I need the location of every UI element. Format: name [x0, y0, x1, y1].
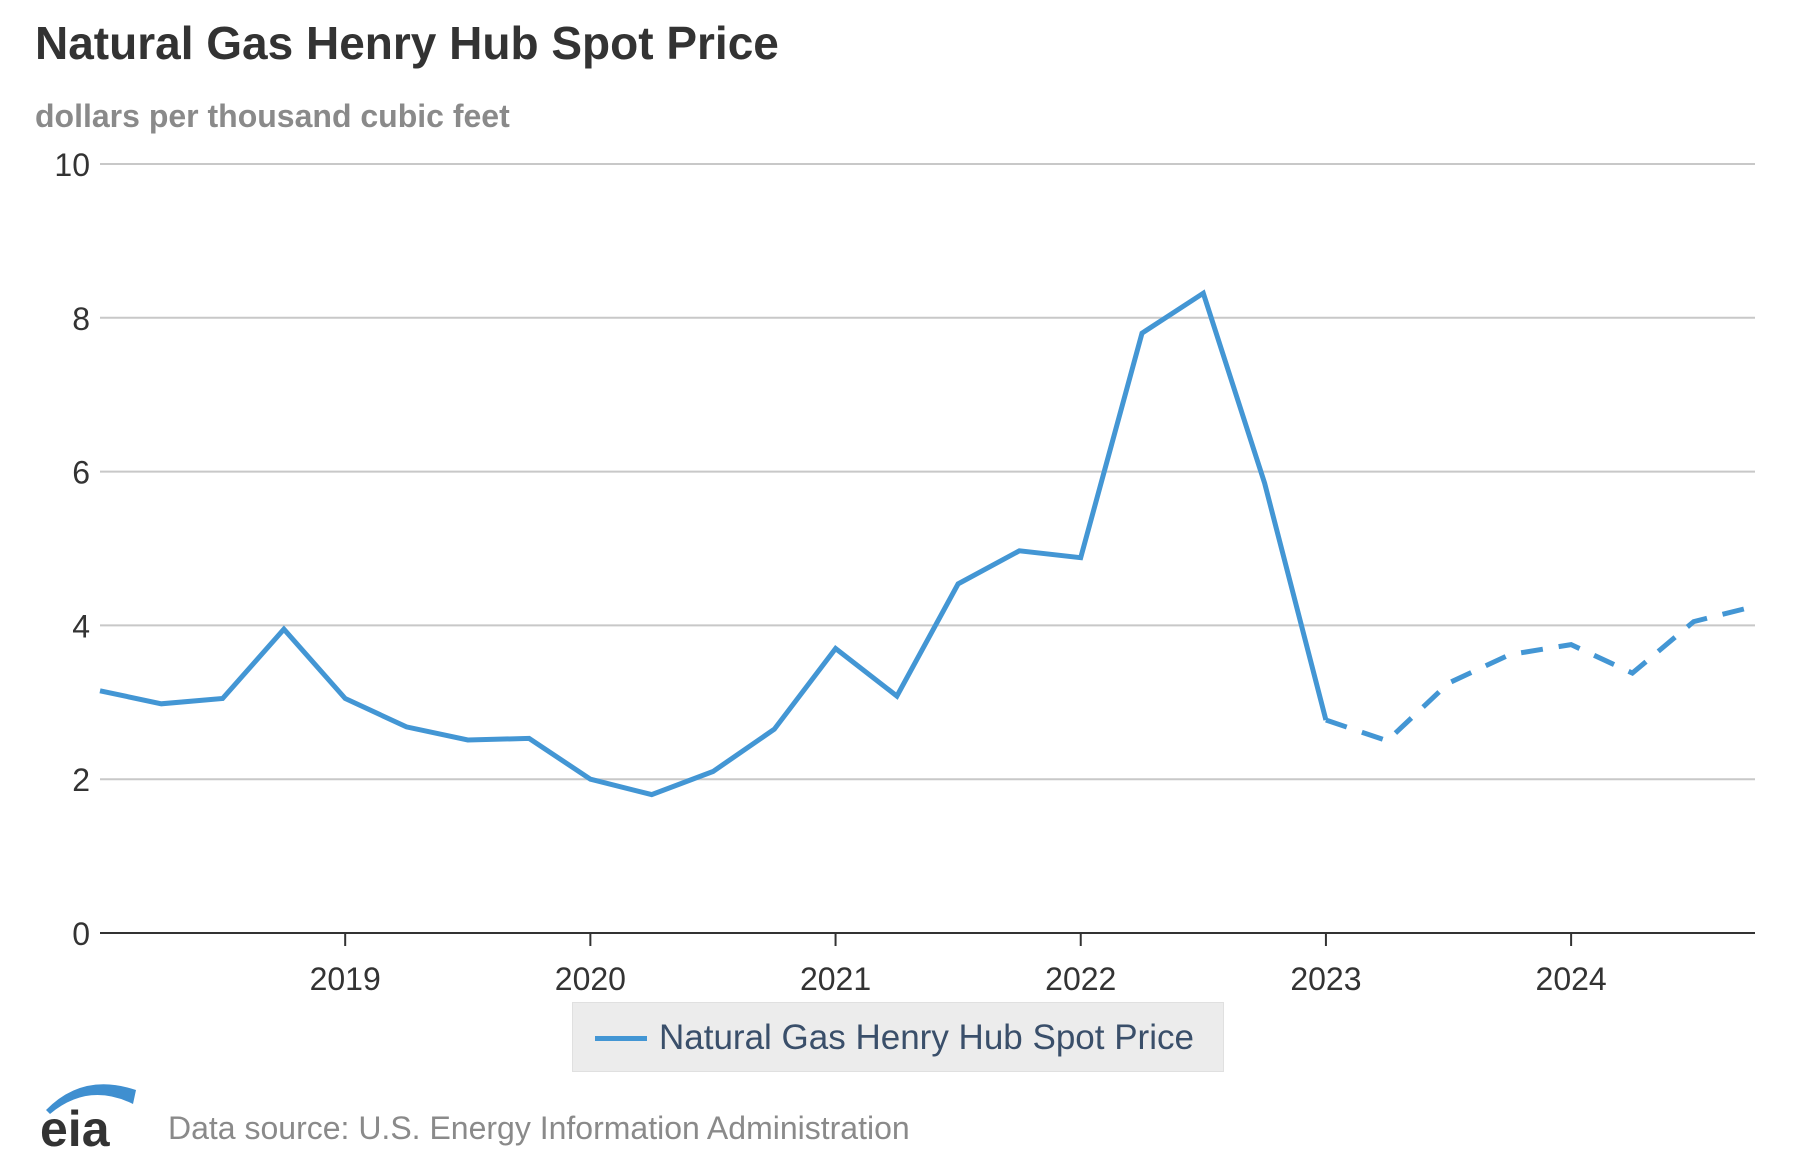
series-line-forecast: [1325, 603, 1756, 744]
y-tick-label: 10: [54, 147, 90, 183]
x-tick-label: 2023: [1290, 961, 1361, 997]
legend-swatch: [595, 1036, 647, 1041]
series-line-actual: [99, 289, 1329, 798]
x-tick-label: 2022: [1045, 961, 1116, 997]
y-tick-label: 0: [72, 916, 90, 952]
eia-logo-swoosh: [46, 1084, 136, 1114]
y-tick-label: 4: [72, 608, 90, 644]
x-tick-label: 2021: [800, 961, 871, 997]
y-tick-label: 8: [72, 301, 90, 337]
x-tick-label: 2024: [1536, 961, 1607, 997]
y-tick-label: 2: [72, 762, 90, 798]
legend-label: Natural Gas Henry Hub Spot Price: [659, 1018, 1194, 1057]
chart-subtitle: dollars per thousand cubic feet: [35, 98, 510, 134]
x-tick-label: 2019: [310, 961, 381, 997]
eia-logo-text: eia: [40, 1101, 111, 1150]
chart-title: Natural Gas Henry Hub Spot Price: [35, 17, 779, 69]
data-source: Data source: U.S. Energy Information Adm…: [168, 1110, 910, 1146]
x-tick-label: 2020: [555, 961, 626, 997]
legend[interactable]: Natural Gas Henry Hub Spot Price: [572, 1002, 1224, 1072]
eia-logo: eia: [40, 1084, 136, 1150]
y-tick-label: 6: [72, 455, 90, 491]
